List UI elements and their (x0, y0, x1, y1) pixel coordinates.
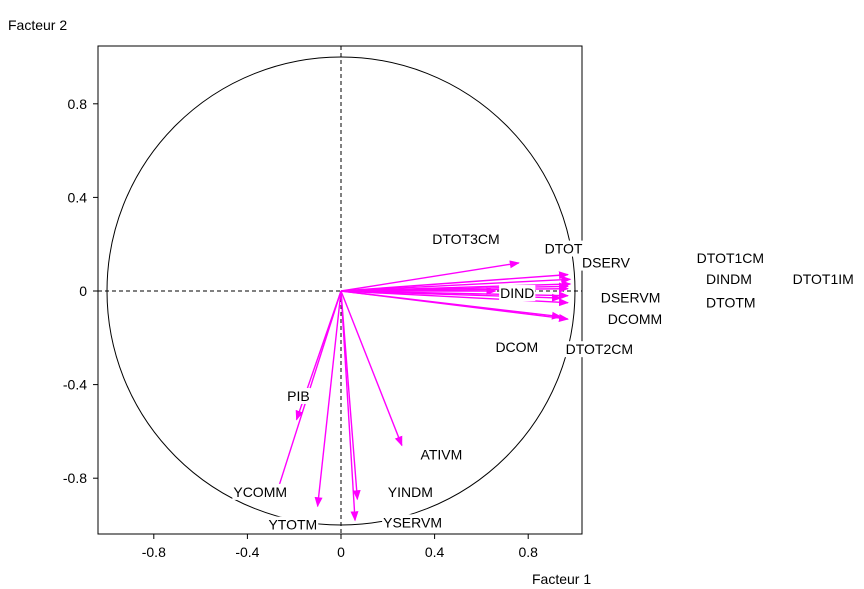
label-background (431, 231, 501, 248)
x-tick-label: 0.4 (425, 544, 445, 560)
x-tick-label: 0.8 (518, 544, 538, 560)
label-ytotm: YTOTM (268, 517, 317, 533)
label-dcom: DCOM (495, 339, 538, 355)
label-background (419, 446, 464, 463)
label-background (267, 516, 319, 533)
arrow-ytotm (314, 290, 342, 508)
label-yservm: YSERVM (383, 514, 442, 530)
label-dservm: DSERVM (601, 290, 661, 306)
x-tick-label: 0 (337, 544, 345, 560)
plot-border (97, 45, 583, 535)
x-tick-label: -0.8 (142, 544, 166, 560)
arrow-yservm (340, 290, 359, 522)
label-yindm: YINDM (388, 484, 433, 500)
label-background (581, 254, 632, 271)
y-tick-label: -0.4 (63, 377, 87, 393)
chart-guides (98, 46, 582, 534)
y-tick-label: 0.8 (68, 96, 88, 112)
label-ativm: ATIVM (421, 446, 463, 462)
y-tick-label: 0 (79, 283, 87, 299)
label-background (705, 294, 757, 311)
arrow-dtot3cm (340, 260, 520, 292)
label-background (499, 285, 536, 302)
label-dtot1cm: DTOT1CM (697, 250, 764, 266)
label-background (286, 387, 311, 404)
y-tick-label: -0.8 (63, 470, 87, 486)
y-tick-label: 0.4 (68, 189, 88, 205)
arrow-dcom (340, 290, 562, 320)
label-background (232, 483, 289, 500)
arrow-dtot (340, 271, 569, 292)
label-background (606, 310, 664, 327)
label-dindm: DINDM (706, 271, 752, 287)
label-dcomm: DCOMM (608, 311, 662, 327)
label-background (494, 338, 540, 355)
label-background (695, 249, 766, 266)
variable-arrows (274, 260, 572, 522)
y-axis-title: Facteur 2 (8, 17, 67, 33)
label-background (543, 240, 584, 257)
plot-frame (97, 45, 583, 535)
x-axis-title: Facteur 1 (532, 571, 591, 587)
label-background (382, 514, 443, 531)
arrow-ativm (340, 290, 403, 447)
label-background (564, 341, 635, 358)
label-background (599, 289, 662, 306)
axis-ticks: -0.8 -0.4 0 0.4 0.8 -0.8 -0.4 0 0.4 0.8 (63, 96, 538, 560)
label-background (386, 483, 434, 500)
label-background (705, 270, 753, 287)
arrow-dserv (340, 275, 572, 292)
label-dtot2cm: DTOT2CM (566, 341, 633, 357)
x-tick-label: -0.4 (235, 544, 259, 560)
label-dtot1im: DTOT1IM (793, 271, 854, 287)
label-ycomm: YCOMM (233, 484, 287, 500)
label-dtot: DTOT (545, 241, 583, 257)
label-background (791, 270, 855, 287)
label-dserv: DSERV (582, 255, 631, 271)
label-dtotm: DTOTM (706, 294, 756, 310)
label-dind: DIND (500, 285, 534, 301)
label-pib: PIB (287, 388, 310, 404)
label-dtot3cm: DTOT3CM (432, 231, 499, 247)
